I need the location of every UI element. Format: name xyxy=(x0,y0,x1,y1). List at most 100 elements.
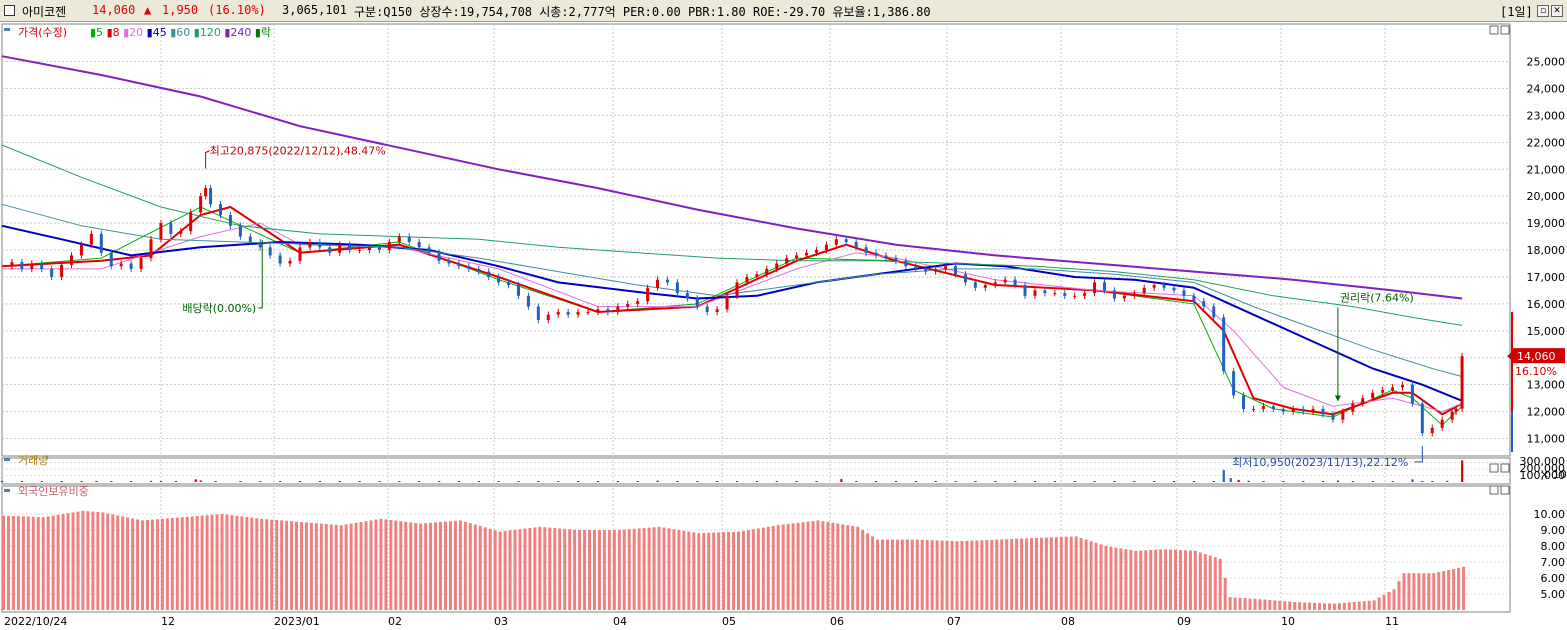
candle-body xyxy=(904,260,908,267)
volume-bar xyxy=(130,481,133,482)
candle-body xyxy=(646,287,650,302)
foreign-ratio-bar xyxy=(627,529,631,610)
foreign-ratio-bar xyxy=(791,523,795,610)
foreign-ratio-bar xyxy=(1432,573,1436,610)
foreign-ratio-bar xyxy=(727,532,731,610)
foreign-ratio-bar xyxy=(1462,566,1466,610)
foreign-ratio-bar xyxy=(1213,557,1217,610)
legend-ma-45: ▮45 xyxy=(147,26,171,39)
foreign-ratio-bar xyxy=(1447,570,1451,610)
foreign-ratio-bar xyxy=(751,529,755,610)
candle-body xyxy=(914,266,918,269)
candle-body xyxy=(1013,279,1017,286)
foreign-ratio-bar xyxy=(632,528,636,610)
candle-body xyxy=(1053,293,1057,295)
foreign-ratio-bar xyxy=(26,516,30,610)
candle-body xyxy=(795,255,799,259)
restore-icon[interactable]: ▫ xyxy=(1537,5,1549,17)
volume-bar xyxy=(1421,481,1424,482)
candle-body xyxy=(30,263,34,269)
candle-body xyxy=(745,276,749,283)
foreign-ratio-bar xyxy=(1412,573,1416,610)
foreign-tick-label: 6.00 xyxy=(1541,572,1566,585)
foreign-ratio-bar xyxy=(980,540,984,610)
foreign-ratio-bar xyxy=(761,527,765,610)
foreign-ratio-bar xyxy=(682,530,686,610)
candle-body xyxy=(516,285,520,296)
candle-body xyxy=(99,233,103,253)
foreign-ratio-bar xyxy=(414,523,418,610)
foreign-ratio-bar xyxy=(1039,537,1043,610)
candle-body xyxy=(60,264,64,277)
foreign-ratio-bar xyxy=(811,521,815,610)
foreign-ratio-bar xyxy=(831,522,835,610)
foreign-ratio-bar xyxy=(463,521,467,610)
foreign-ratio-bar xyxy=(652,527,656,610)
foreign-ratio-bar xyxy=(86,511,90,610)
foreign-ratio-bar xyxy=(111,514,115,610)
foreign-ratio-bar xyxy=(1154,549,1158,610)
legend-suffix: ▮락 xyxy=(255,26,271,39)
volume-collapse-icon[interactable] xyxy=(4,458,10,461)
foreign-ratio-bar xyxy=(866,533,870,610)
period-button[interactable]: [1일] xyxy=(1500,5,1533,19)
foreign-ratio-bar xyxy=(240,516,244,610)
volume-bar xyxy=(894,481,898,482)
candle-body xyxy=(377,247,381,251)
candle-body xyxy=(636,301,640,304)
candle-body xyxy=(268,247,272,256)
candle-body xyxy=(40,263,44,269)
foreign-ratio-bar xyxy=(766,526,770,610)
candle-body xyxy=(1212,306,1216,318)
foreign-ratio-bar xyxy=(1248,598,1252,610)
foreign-ratio-bar xyxy=(180,517,184,610)
volume-bar xyxy=(815,481,818,482)
volume-bar xyxy=(1093,481,1096,482)
foreign-ratio-bar xyxy=(160,518,164,610)
foreign-ratio-bar xyxy=(1367,600,1371,610)
close-icon[interactable]: ✕ xyxy=(1551,5,1563,17)
foreign-ratio-bar xyxy=(985,540,989,610)
ma-line-20 xyxy=(2,222,1463,413)
change-percent: (16.10%) xyxy=(208,3,266,17)
date-tick-label: 06 xyxy=(830,615,844,628)
foreign-collapse-icon[interactable] xyxy=(4,489,10,492)
foreign-ratio-bar xyxy=(1347,602,1351,610)
foreign-ratio-bar xyxy=(578,530,582,610)
foreign-ratio-bar xyxy=(344,524,348,610)
foreign-ratio-bar xyxy=(200,515,204,610)
panel-controls[interactable] xyxy=(1489,25,1510,495)
select-checkbox[interactable] xyxy=(4,5,15,16)
candle-body xyxy=(149,239,153,259)
volume-bar xyxy=(875,481,878,482)
panel-collapse-icon[interactable] xyxy=(4,28,10,31)
ma-line-60 xyxy=(1,203,1463,378)
candle-body xyxy=(1341,411,1345,420)
candle-body xyxy=(944,266,948,269)
foreign-ratio-bar xyxy=(324,524,328,610)
foreign-ratio-bar xyxy=(150,519,154,610)
foreign-ratio-bar xyxy=(915,539,919,610)
foreign-ratio-bar xyxy=(453,520,457,610)
foreign-ratio-bar xyxy=(1149,550,1153,610)
candle-body xyxy=(497,276,501,283)
foreign-ratio-bar xyxy=(76,511,80,610)
foreign-ratio-bar xyxy=(260,518,264,610)
volume-bar xyxy=(1033,481,1037,482)
foreign-ratio-bar xyxy=(270,519,274,610)
volume-bar xyxy=(239,481,242,482)
foreign-ratio-bar xyxy=(1362,601,1366,610)
foreign-ratio-bar xyxy=(473,524,477,610)
foreign-ratio-bar xyxy=(657,526,661,610)
foreign-ratio-bar xyxy=(1119,548,1123,610)
candle-body xyxy=(1454,408,1458,412)
volume-bar xyxy=(1262,481,1265,482)
volume-bar xyxy=(1173,481,1176,482)
price-tick-label: 17,000 xyxy=(1527,271,1566,284)
foreign-ratio-bar xyxy=(1109,546,1113,610)
date-tick-label: 2023/01 xyxy=(274,615,320,628)
candle-body xyxy=(993,282,997,286)
date-tick-label: 12 xyxy=(161,615,175,628)
volume-bar xyxy=(1222,470,1225,482)
candle-body xyxy=(189,212,193,232)
